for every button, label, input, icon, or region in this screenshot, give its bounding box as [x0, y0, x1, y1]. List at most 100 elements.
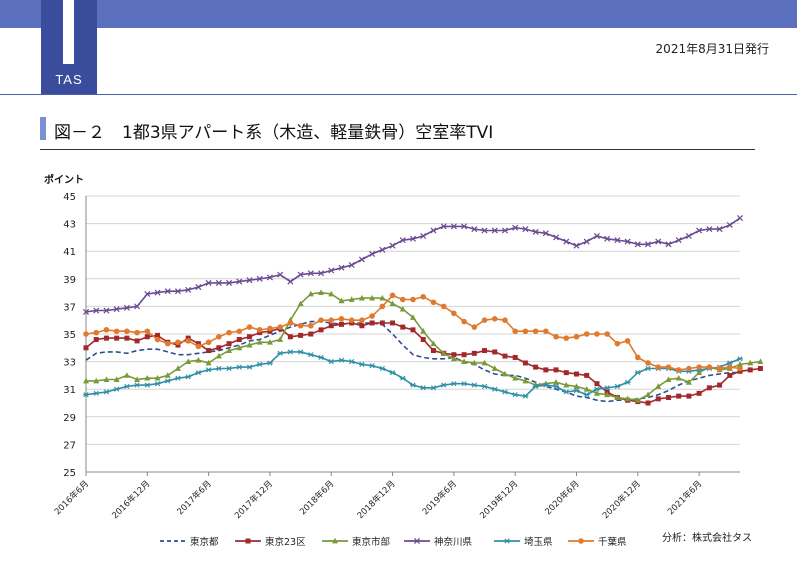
data-point	[716, 365, 723, 372]
data-point	[440, 382, 447, 388]
data-point	[103, 307, 110, 314]
data-point	[226, 347, 233, 353]
data-point	[144, 290, 151, 298]
data-point	[277, 350, 284, 356]
data-point	[348, 359, 355, 365]
data-point	[318, 354, 325, 361]
legend-label: 東京23区	[265, 536, 306, 548]
data-point	[420, 293, 427, 300]
data-point	[369, 320, 375, 326]
data-point	[216, 333, 222, 340]
data-point	[573, 333, 580, 340]
data-point	[164, 340, 171, 347]
x-tick-label: 2021年6月	[665, 478, 704, 517]
data-point	[307, 270, 314, 277]
data-point	[553, 367, 559, 373]
data-point	[655, 383, 662, 389]
x-tick-label: 2017年6月	[175, 478, 214, 517]
data-point	[358, 256, 365, 263]
x-tick-label: 2020年6月	[543, 478, 582, 517]
figure-title: 図－２ 1都3県アパート系（木造、軽量鉄骨）空室率TVI	[54, 123, 494, 143]
data-point	[348, 296, 355, 302]
header-rule	[0, 94, 797, 95]
data-point	[737, 365, 743, 372]
data-point	[543, 328, 549, 335]
data-point	[563, 381, 570, 388]
legend-marker	[332, 537, 338, 544]
data-point	[195, 343, 202, 350]
data-point	[114, 335, 120, 341]
data-point	[287, 320, 294, 326]
data-point	[379, 320, 385, 326]
data-point	[174, 288, 181, 295]
data-point	[410, 327, 416, 333]
data-point	[583, 392, 590, 398]
data-point	[297, 322, 304, 329]
data-point	[491, 365, 498, 371]
data-point	[624, 379, 631, 385]
data-point	[553, 379, 560, 385]
data-point	[154, 336, 161, 343]
data-point	[533, 364, 539, 370]
data-point	[113, 328, 120, 335]
data-point	[522, 226, 529, 233]
data-point	[522, 360, 528, 366]
data-point	[93, 307, 100, 314]
data-point	[522, 377, 529, 384]
x-tick-label: 2019年6月	[420, 478, 459, 517]
data-point	[348, 261, 355, 269]
data-point	[93, 337, 99, 343]
data-point	[338, 321, 344, 327]
data-point	[226, 279, 233, 286]
data-point	[574, 371, 579, 377]
data-point	[113, 306, 120, 313]
data-point	[124, 335, 130, 341]
data-point	[297, 300, 304, 307]
data-point	[482, 348, 488, 354]
series-line	[86, 291, 761, 402]
data-point	[635, 354, 641, 361]
data-point	[522, 328, 529, 335]
data-point	[246, 324, 253, 330]
data-point	[696, 390, 702, 396]
legend-label: 東京市部	[352, 536, 390, 548]
y-tick-label: 29	[63, 413, 76, 424]
data-point	[277, 336, 284, 342]
data-point	[665, 394, 671, 400]
data-point	[256, 275, 263, 282]
data-point	[399, 237, 406, 244]
data-point	[124, 328, 130, 335]
data-point	[277, 271, 284, 278]
issue-date: 2021年8月31日発行	[655, 42, 769, 56]
data-point	[205, 367, 212, 373]
data-point	[205, 339, 212, 346]
data-point	[369, 363, 376, 369]
data-point	[450, 355, 457, 362]
data-point	[174, 375, 181, 381]
logo-notch	[63, 0, 74, 64]
data-point	[216, 345, 222, 351]
data-point	[726, 221, 733, 229]
data-point	[154, 374, 161, 381]
data-point	[123, 383, 130, 390]
data-point	[266, 339, 273, 345]
data-point	[604, 385, 611, 391]
data-point	[614, 383, 621, 390]
data-point	[144, 334, 150, 340]
data-point	[185, 338, 191, 344]
data-point	[583, 331, 590, 337]
data-point	[134, 303, 141, 310]
data-point	[236, 364, 243, 370]
data-point	[379, 365, 386, 372]
y-tick-label: 45	[63, 192, 76, 203]
y-tick-label: 41	[63, 247, 76, 258]
data-point	[512, 354, 518, 360]
data-point	[512, 328, 518, 335]
data-point	[205, 279, 212, 286]
data-point	[563, 335, 570, 341]
data-point	[645, 360, 651, 366]
data-point	[481, 317, 488, 324]
data-point	[369, 294, 376, 301]
data-point	[676, 393, 682, 399]
data-point	[655, 238, 662, 245]
